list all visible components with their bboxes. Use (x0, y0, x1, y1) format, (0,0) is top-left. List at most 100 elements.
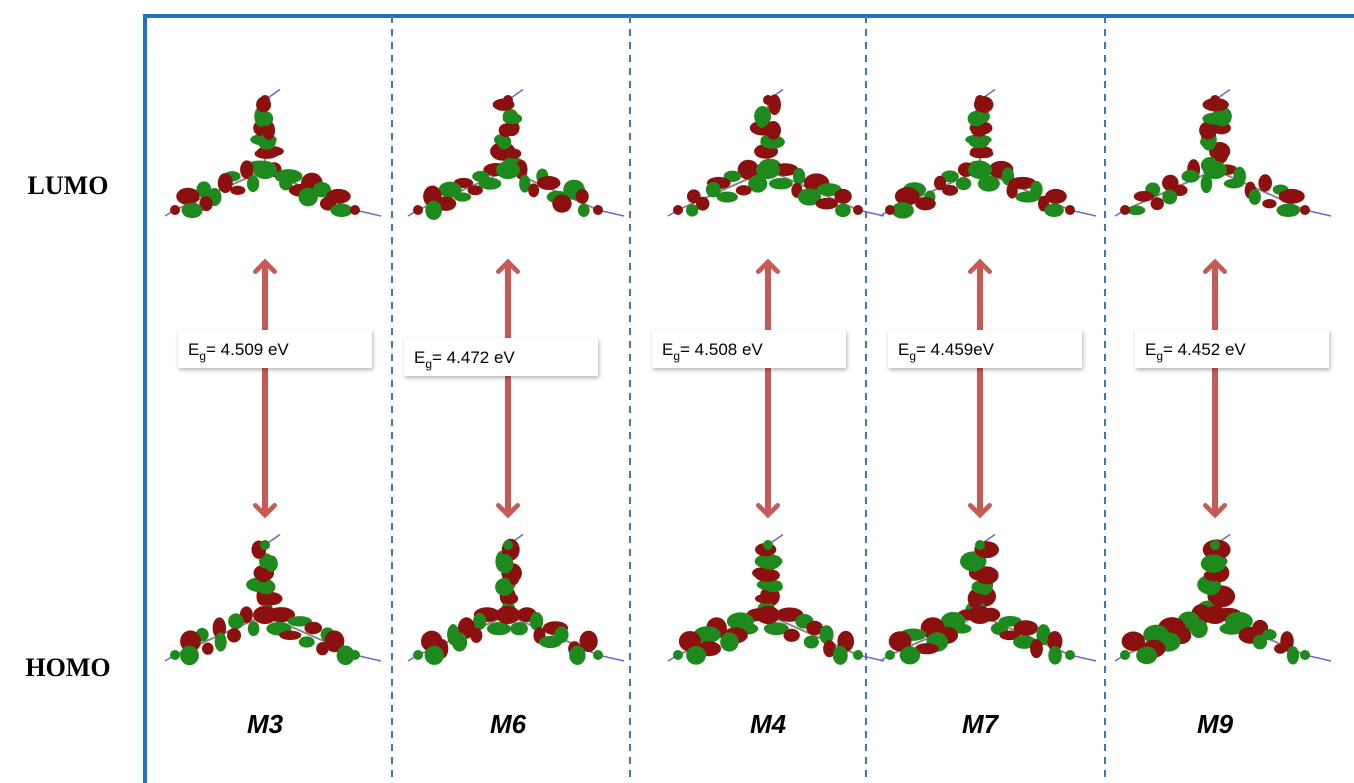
atom (170, 650, 180, 660)
gap-subscript: g (673, 349, 680, 363)
atom (673, 650, 683, 660)
orbital-lobe (253, 606, 277, 624)
orbital-lobe (755, 594, 778, 604)
orbital-lobe (439, 182, 462, 198)
atom (260, 540, 270, 550)
orbital-lobe (686, 204, 698, 217)
orbital-lobe (230, 186, 245, 195)
gap-symbol: E (898, 340, 909, 359)
orbital-lobe (835, 204, 851, 217)
molecule-name: M3 (247, 709, 284, 739)
orbital-lobe (1044, 204, 1064, 217)
molecule-name: M9 (1197, 709, 1234, 739)
atom (260, 95, 270, 105)
atom (853, 205, 863, 215)
orbital-lobe (1203, 606, 1227, 624)
orbital-lobe (1262, 199, 1276, 208)
gap-subscript: g (1156, 349, 1163, 363)
orbital-lobe (1262, 629, 1276, 640)
orbital-lobe (227, 628, 241, 642)
orbital-lobe (180, 645, 199, 665)
orbital-lobe (766, 121, 781, 140)
orbital-lobe (1287, 646, 1299, 664)
gap-symbol: E (662, 340, 673, 359)
orbital-lobe (507, 149, 521, 159)
orbital-lobe (215, 632, 227, 651)
molecule-name: M7 (962, 709, 1000, 739)
atom (853, 650, 863, 660)
figure: LUMO HOMO Eg= 4.509 eVM3Eg= 4.472 eVM6Eg… (0, 0, 1354, 783)
atom (1300, 650, 1310, 660)
atom (1065, 205, 1075, 215)
orbital-lobe (1162, 175, 1179, 192)
orbital-lobe (260, 111, 273, 125)
atom (1210, 540, 1220, 550)
molecule (880, 535, 1096, 665)
orbital-lobe (1136, 647, 1157, 665)
orbital-lobe (816, 198, 839, 210)
orbital-lobe (279, 631, 301, 640)
orbital-lobe (755, 569, 780, 582)
atom (975, 540, 985, 550)
orbital-lobe (736, 185, 752, 195)
orbital-lobe (956, 177, 971, 190)
molecule (165, 535, 381, 666)
orbital-lobe (804, 636, 819, 649)
atom (503, 540, 513, 550)
orbital-lobe (1214, 144, 1228, 164)
orbital-lobe (202, 643, 214, 655)
gap-value: = 4.509 eV (206, 340, 289, 359)
atom (763, 540, 773, 550)
orbital-lobe (962, 556, 984, 571)
orbital-lobe (969, 136, 990, 148)
orbital-lobe (1014, 620, 1038, 635)
gap-value: = 4.459eV (916, 340, 995, 359)
orbital-lobe (756, 161, 780, 179)
orbital-lobe (528, 183, 539, 197)
orbital-lobe (727, 612, 754, 630)
orbital-lobe (425, 201, 442, 220)
orbital-lobe (720, 632, 738, 651)
gap-value: = 4.472 eV (432, 348, 515, 367)
orbital-lobe (1030, 181, 1042, 199)
orbital-lobe (496, 606, 520, 624)
orbital-lobe (764, 582, 783, 592)
molecule (880, 90, 1096, 219)
orbital-lobe (248, 621, 260, 636)
orbital-lobe (1045, 189, 1067, 204)
orbital-lobe (304, 622, 322, 635)
orbital-lobe (1203, 161, 1227, 179)
orbital-lobe (330, 204, 352, 217)
orbital-lobe (555, 626, 569, 643)
orbital-lobe (1249, 189, 1261, 205)
orbital-lobe (1233, 167, 1246, 186)
atom (593, 650, 603, 660)
orbital-lobe (970, 149, 994, 158)
orbital-lobe (447, 624, 459, 645)
orbital-lobe (253, 161, 277, 179)
orbital-lobe (247, 175, 259, 192)
orbital-lobe (578, 204, 590, 217)
orbital-lobe (968, 161, 992, 179)
atom (1120, 205, 1130, 215)
atom (975, 95, 985, 105)
gap-value: = 4.508 eV (680, 340, 763, 359)
row-label: LUMO (28, 171, 109, 200)
frame (145, 16, 1354, 783)
orbital-lobe (934, 176, 946, 190)
atom (413, 205, 423, 215)
row-label: HOMO (25, 653, 110, 682)
orbital-lobe (182, 203, 203, 219)
orbital-lobe (834, 189, 851, 204)
atom (593, 205, 603, 215)
orbital-lobe (793, 168, 805, 185)
atom (885, 205, 895, 215)
gap-symbol: E (188, 340, 199, 359)
orbital-lobe (687, 189, 701, 203)
orbital-lobe (761, 558, 780, 570)
orbital-lobe (1134, 191, 1154, 202)
atom (1210, 95, 1220, 105)
orbital-lobe (496, 161, 520, 179)
atom (1300, 205, 1310, 215)
orbital-lobe (968, 606, 992, 624)
